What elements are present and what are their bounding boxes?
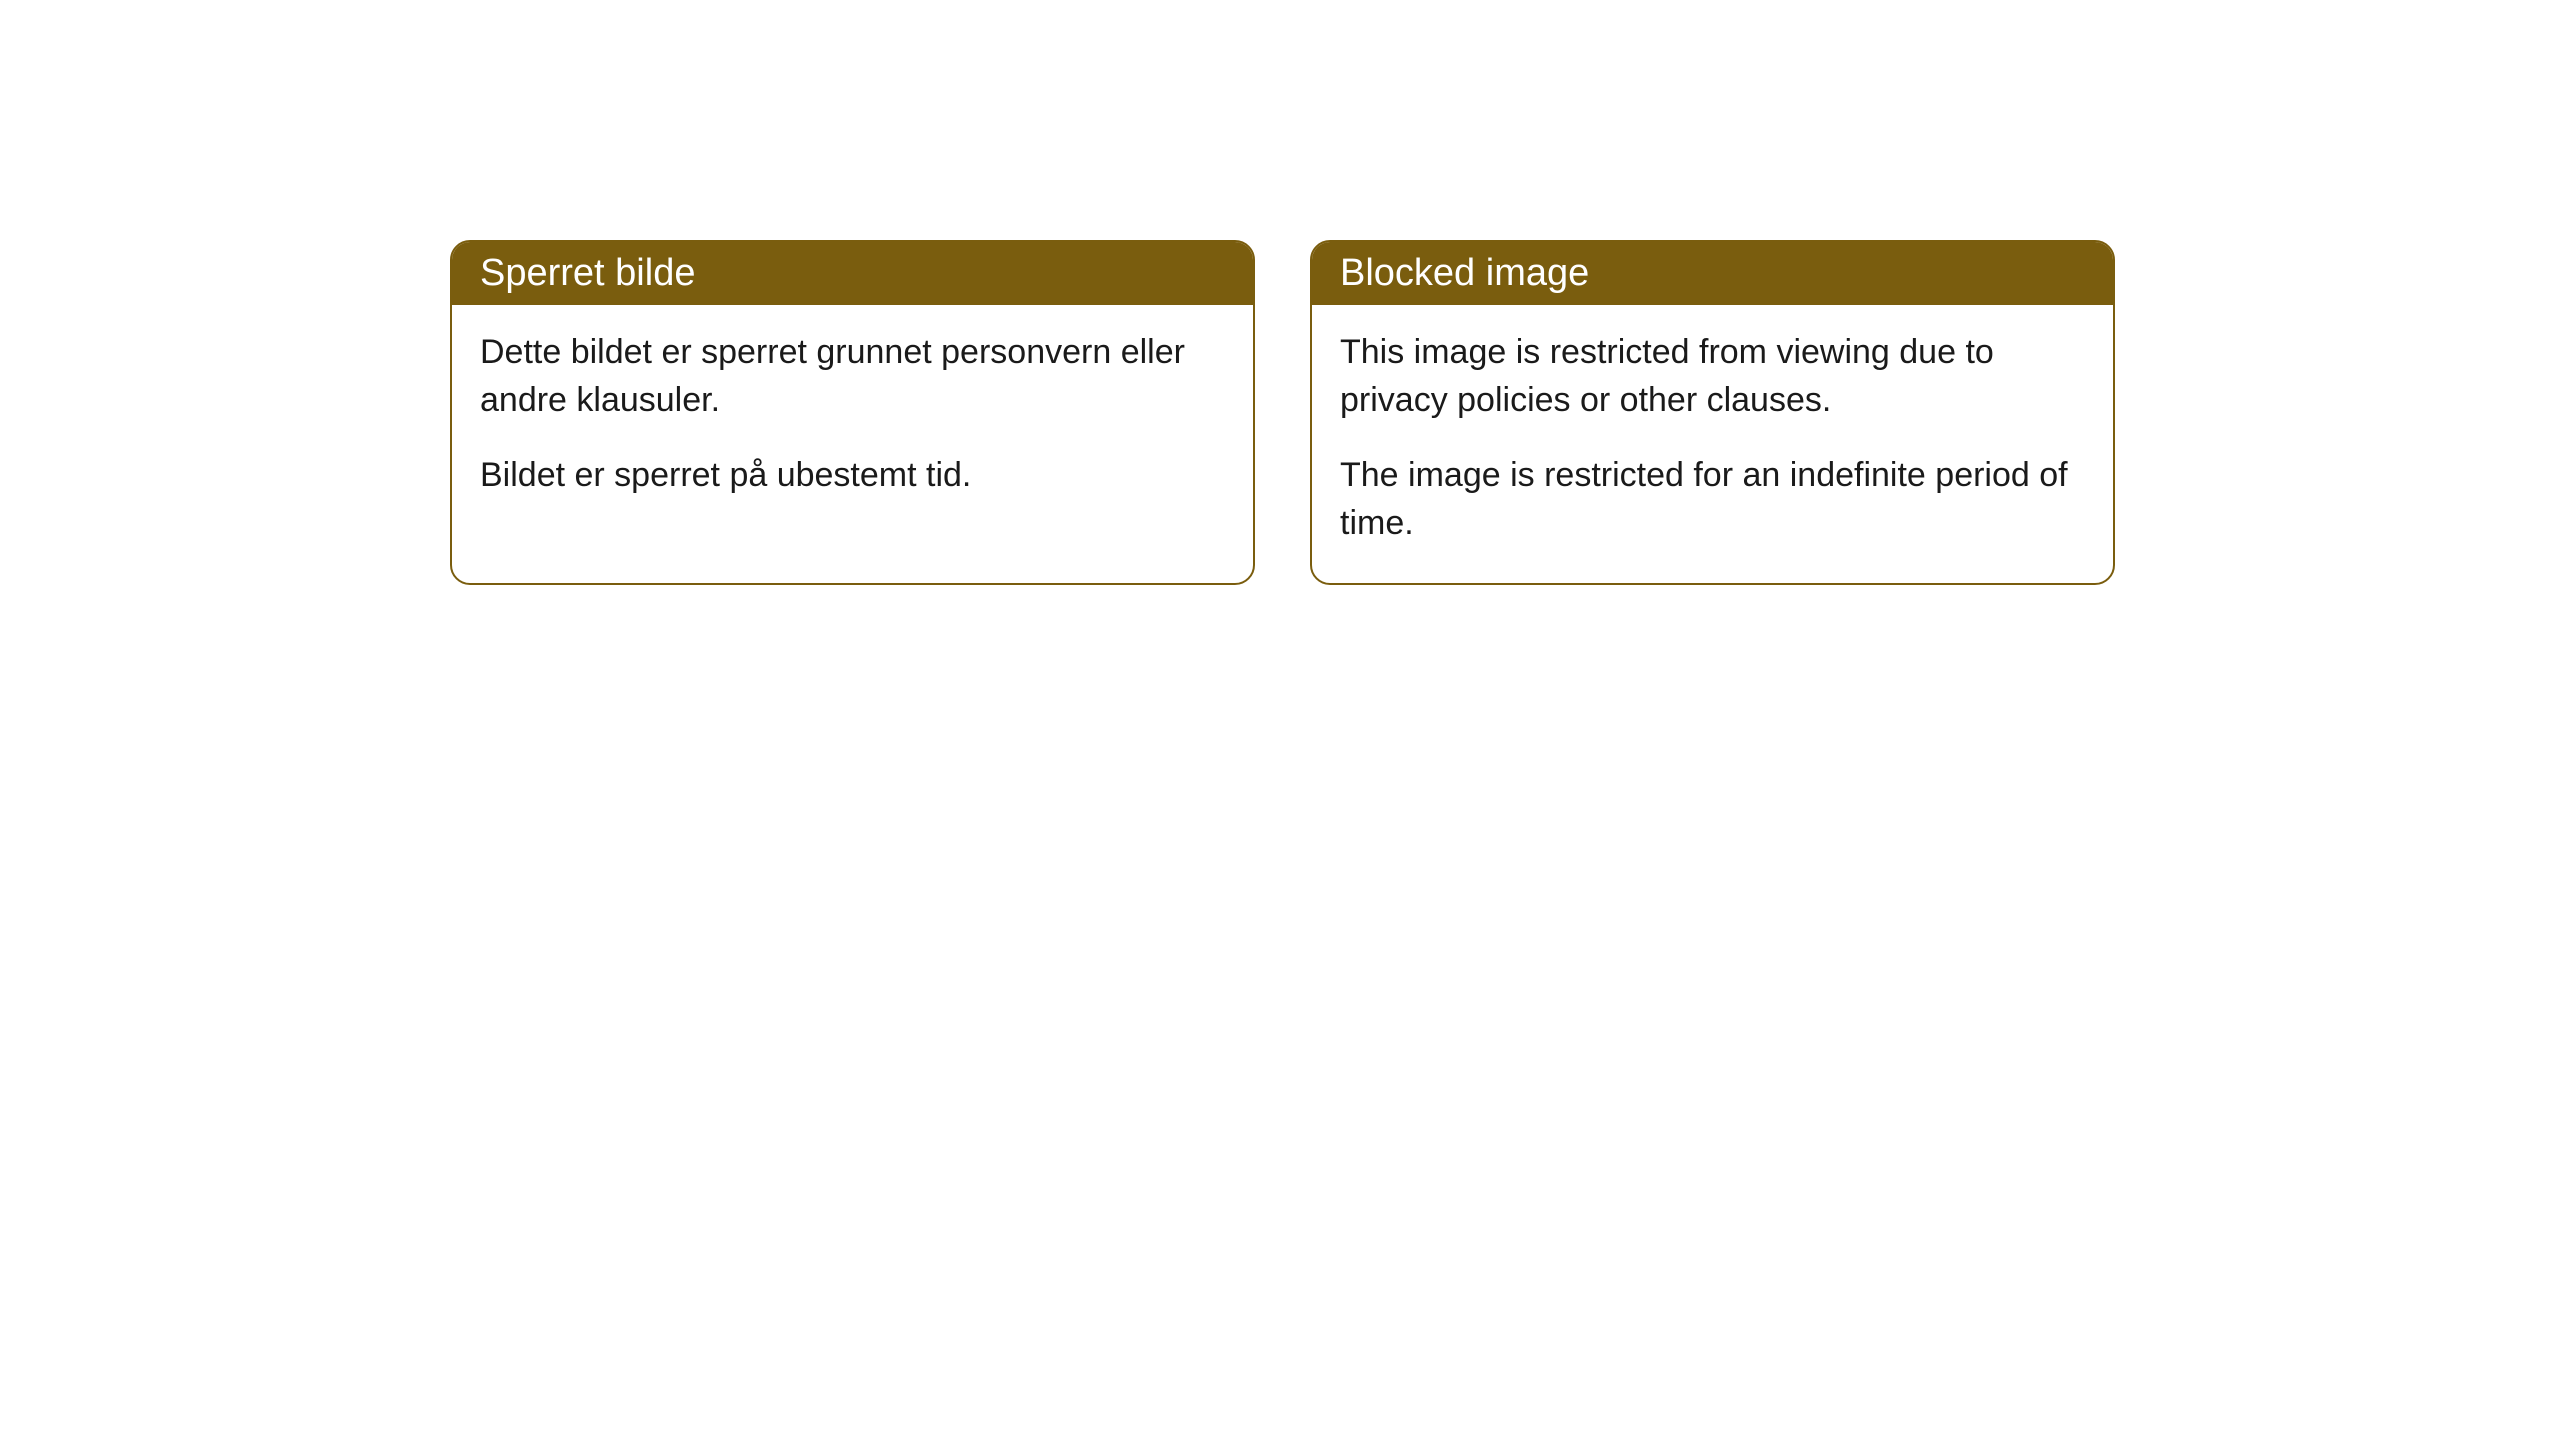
notice-paragraph: The image is restricted for an indefinit… <box>1340 452 2085 547</box>
notice-paragraph: Dette bildet er sperret grunnet personve… <box>480 329 1225 424</box>
card-header: Sperret bilde <box>452 242 1253 305</box>
card-body: This image is restricted from viewing du… <box>1312 305 2113 583</box>
notice-card-english: Blocked image This image is restricted f… <box>1310 240 2115 585</box>
card-title: Blocked image <box>1340 252 1589 294</box>
notice-cards-container: Sperret bilde Dette bildet er sperret gr… <box>450 240 2560 585</box>
card-body: Dette bildet er sperret grunnet personve… <box>452 305 1253 536</box>
notice-paragraph: This image is restricted from viewing du… <box>1340 329 2085 424</box>
notice-paragraph: Bildet er sperret på ubestemt tid. <box>480 452 1225 500</box>
card-title: Sperret bilde <box>480 252 695 294</box>
notice-card-norwegian: Sperret bilde Dette bildet er sperret gr… <box>450 240 1255 585</box>
card-header: Blocked image <box>1312 242 2113 305</box>
